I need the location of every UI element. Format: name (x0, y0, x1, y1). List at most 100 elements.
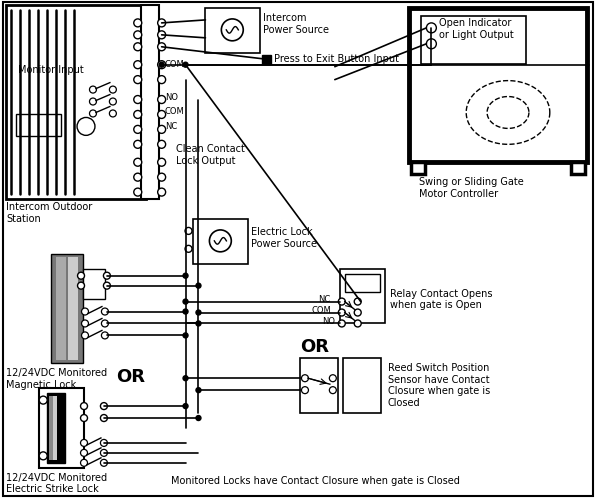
Text: Clean Contact
Lock Output: Clean Contact Lock Output (176, 144, 244, 166)
Circle shape (89, 110, 97, 117)
Circle shape (82, 332, 88, 339)
Circle shape (158, 173, 166, 181)
Circle shape (134, 126, 142, 134)
Text: NO: NO (164, 92, 178, 102)
Circle shape (80, 460, 88, 466)
Text: 12/24VDC Monitored
Magnetic Lock: 12/24VDC Monitored Magnetic Lock (7, 368, 107, 390)
Text: COM: COM (164, 108, 184, 116)
Bar (571, 162, 585, 174)
Circle shape (354, 320, 361, 327)
Bar (262, 54, 271, 64)
Text: NC: NC (164, 122, 177, 132)
Text: Intercom Outdoor
Station: Intercom Outdoor Station (7, 202, 92, 224)
Circle shape (77, 272, 85, 279)
Text: Intercom
Power Source: Intercom Power Source (263, 13, 329, 34)
Circle shape (101, 308, 108, 315)
Bar (141, 5, 159, 199)
Circle shape (158, 110, 166, 118)
Circle shape (330, 386, 336, 394)
Circle shape (110, 86, 116, 93)
Circle shape (134, 110, 142, 118)
Circle shape (196, 416, 201, 420)
Bar (300, 358, 338, 413)
Text: Press to Exit Button Input: Press to Exit Button Input (274, 54, 399, 64)
Circle shape (80, 440, 88, 446)
Text: OR: OR (116, 368, 145, 386)
Circle shape (183, 62, 188, 67)
Text: Relay Contact Opens
when gate is Open: Relay Contact Opens when gate is Open (390, 288, 492, 310)
Circle shape (158, 126, 166, 134)
Circle shape (426, 39, 436, 49)
Circle shape (39, 452, 47, 460)
Circle shape (339, 298, 345, 305)
Circle shape (82, 320, 88, 327)
Text: Swing or Sliding Gate
Motor Controller: Swing or Sliding Gate Motor Controller (420, 177, 524, 199)
Circle shape (82, 308, 88, 315)
Bar (39, 388, 84, 468)
Circle shape (134, 140, 142, 148)
Text: COM: COM (164, 60, 184, 68)
Circle shape (183, 333, 188, 338)
Circle shape (101, 332, 108, 339)
Circle shape (183, 404, 188, 408)
Circle shape (134, 31, 142, 39)
Circle shape (158, 19, 166, 27)
Circle shape (134, 158, 142, 166)
Text: NO: NO (322, 317, 335, 326)
Text: NC: NC (318, 295, 330, 304)
Text: OR: OR (300, 338, 329, 356)
Circle shape (134, 188, 142, 196)
Circle shape (80, 414, 88, 422)
Bar (83, 268, 105, 298)
Circle shape (89, 98, 97, 105)
Bar (49, 396, 57, 460)
Circle shape (426, 23, 436, 33)
Circle shape (77, 282, 85, 289)
Circle shape (159, 62, 164, 67)
Circle shape (158, 60, 166, 68)
Circle shape (101, 450, 107, 456)
Circle shape (110, 110, 116, 117)
Circle shape (134, 60, 142, 68)
Bar (47, 393, 65, 463)
Circle shape (339, 309, 345, 316)
Circle shape (354, 309, 361, 316)
Text: Monitored Locks have Contact Closure when gate is Closed: Monitored Locks have Contact Closure whe… (170, 476, 460, 486)
Circle shape (196, 321, 201, 326)
Circle shape (101, 440, 107, 446)
Circle shape (104, 272, 110, 279)
Text: 12/24VDC Monitored
Electric Strike Lock: 12/24VDC Monitored Electric Strike Lock (7, 473, 107, 494)
Circle shape (134, 173, 142, 181)
Circle shape (158, 96, 166, 104)
Bar (16, 114, 61, 136)
Circle shape (158, 31, 166, 39)
Circle shape (339, 320, 345, 327)
Text: Reed Switch Position
Sensor have Contact
Closure when gate is
Closed: Reed Switch Position Sensor have Contact… (387, 364, 490, 408)
Circle shape (134, 76, 142, 84)
Bar (344, 274, 380, 291)
Bar (343, 358, 381, 413)
Circle shape (196, 310, 201, 315)
Circle shape (183, 273, 188, 278)
Bar (51, 254, 83, 364)
Circle shape (196, 283, 201, 288)
Circle shape (158, 43, 166, 51)
Bar (206, 8, 260, 53)
Circle shape (104, 282, 110, 289)
Circle shape (101, 320, 108, 327)
Bar (53, 396, 57, 460)
Circle shape (101, 460, 107, 466)
Circle shape (134, 19, 142, 27)
Text: Electric Lock
Power Source: Electric Lock Power Source (252, 227, 317, 248)
Bar (411, 162, 426, 174)
Circle shape (354, 298, 361, 305)
Circle shape (185, 228, 192, 234)
Circle shape (221, 19, 243, 41)
Text: Open Indicator
or Light Output: Open Indicator or Light Output (439, 18, 514, 40)
Circle shape (101, 402, 107, 409)
Circle shape (209, 230, 231, 252)
Bar (56, 257, 66, 360)
Circle shape (183, 309, 188, 314)
Circle shape (330, 374, 336, 382)
Bar (340, 268, 384, 324)
